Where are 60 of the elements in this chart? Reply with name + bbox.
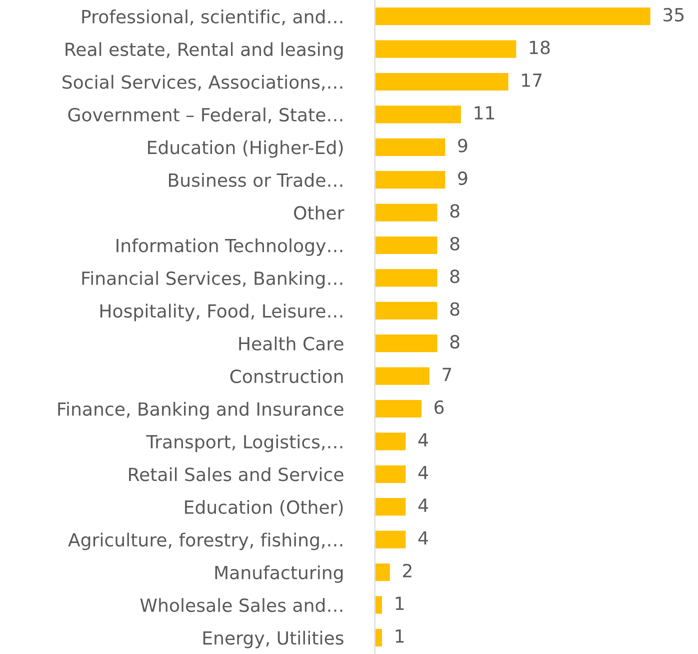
data-label: 4 [418, 531, 428, 545]
bar [374, 496, 408, 518]
data-label: 8 [450, 236, 460, 250]
data-label: 8 [450, 270, 460, 284]
bar [374, 104, 462, 125]
data-label: 1 [396, 629, 404, 643]
data-label: 17 [522, 74, 542, 87]
bar [374, 627, 384, 648]
bar [374, 464, 408, 484]
data-label: 4 [418, 466, 428, 480]
y-tick-label: Construction [230, 369, 343, 384]
bar [374, 170, 447, 190]
bar [374, 300, 439, 321]
data-label: 2 [403, 564, 412, 578]
bar [374, 6, 652, 27]
data-label: 18 [530, 40, 550, 54]
data-label: 35 [664, 8, 684, 22]
y-tick-label: Wholesale Sales and… [140, 598, 342, 612]
y-tick-label: Education (Other) [185, 500, 343, 516]
y-tick-label: Social Services, Associations,… [62, 74, 342, 91]
bar [374, 529, 408, 550]
bar [374, 38, 518, 60]
y-tick-label: Transport, Logistics,… [146, 434, 342, 452]
data-label: 11 [474, 106, 494, 120]
y-tick-label: Agriculture, forestry, fishing,… [68, 532, 342, 550]
y-tick-label: Other [294, 206, 344, 220]
data-label: 8 [450, 302, 460, 316]
bar [374, 333, 439, 354]
y-tick-label: Retail Sales and Service [129, 467, 344, 482]
y-tick-label: Real estate, Rental and leasing [66, 42, 343, 60]
data-label: 9 [458, 138, 468, 152]
bar [374, 136, 447, 158]
bar [374, 398, 423, 419]
y-tick-label: Financial Services, Banking… [82, 271, 342, 289]
data-label: 4 [418, 498, 428, 512]
y-tick-label: Education (Higher-Ed) [148, 140, 343, 158]
bar [374, 431, 408, 452]
data-label: 4 [418, 433, 428, 446]
data-label: 9 [458, 171, 468, 186]
y-tick-label: Manufacturing [215, 565, 343, 583]
bar [374, 72, 510, 92]
y-tick-label: Finance, Banking and Insurance [58, 402, 344, 420]
y-tick-label: Business or Trade… [169, 172, 342, 187]
data-label: 6 [434, 400, 444, 414]
y-tick-label: Government – Federal, State… [68, 108, 342, 124]
bar [374, 268, 439, 288]
bar [374, 366, 431, 386]
data-label: 1 [396, 596, 404, 610]
y-tick-label: Information Technology… [116, 238, 342, 256]
y-tick-label: Hospitality, Food, Leisure… [100, 304, 342, 322]
data-label: 8 [450, 204, 460, 218]
y-tick-label: Energy, Utilities [203, 630, 344, 648]
bar [374, 562, 392, 582]
bar [374, 594, 384, 616]
bar [374, 235, 439, 256]
data-label: 7 [442, 368, 452, 382]
bar [374, 202, 439, 223]
y-tick-label: Professional, scientific, and… [82, 9, 342, 26]
y-tick-label: Health Care [239, 336, 344, 350]
data-label: 8 [450, 334, 460, 349]
